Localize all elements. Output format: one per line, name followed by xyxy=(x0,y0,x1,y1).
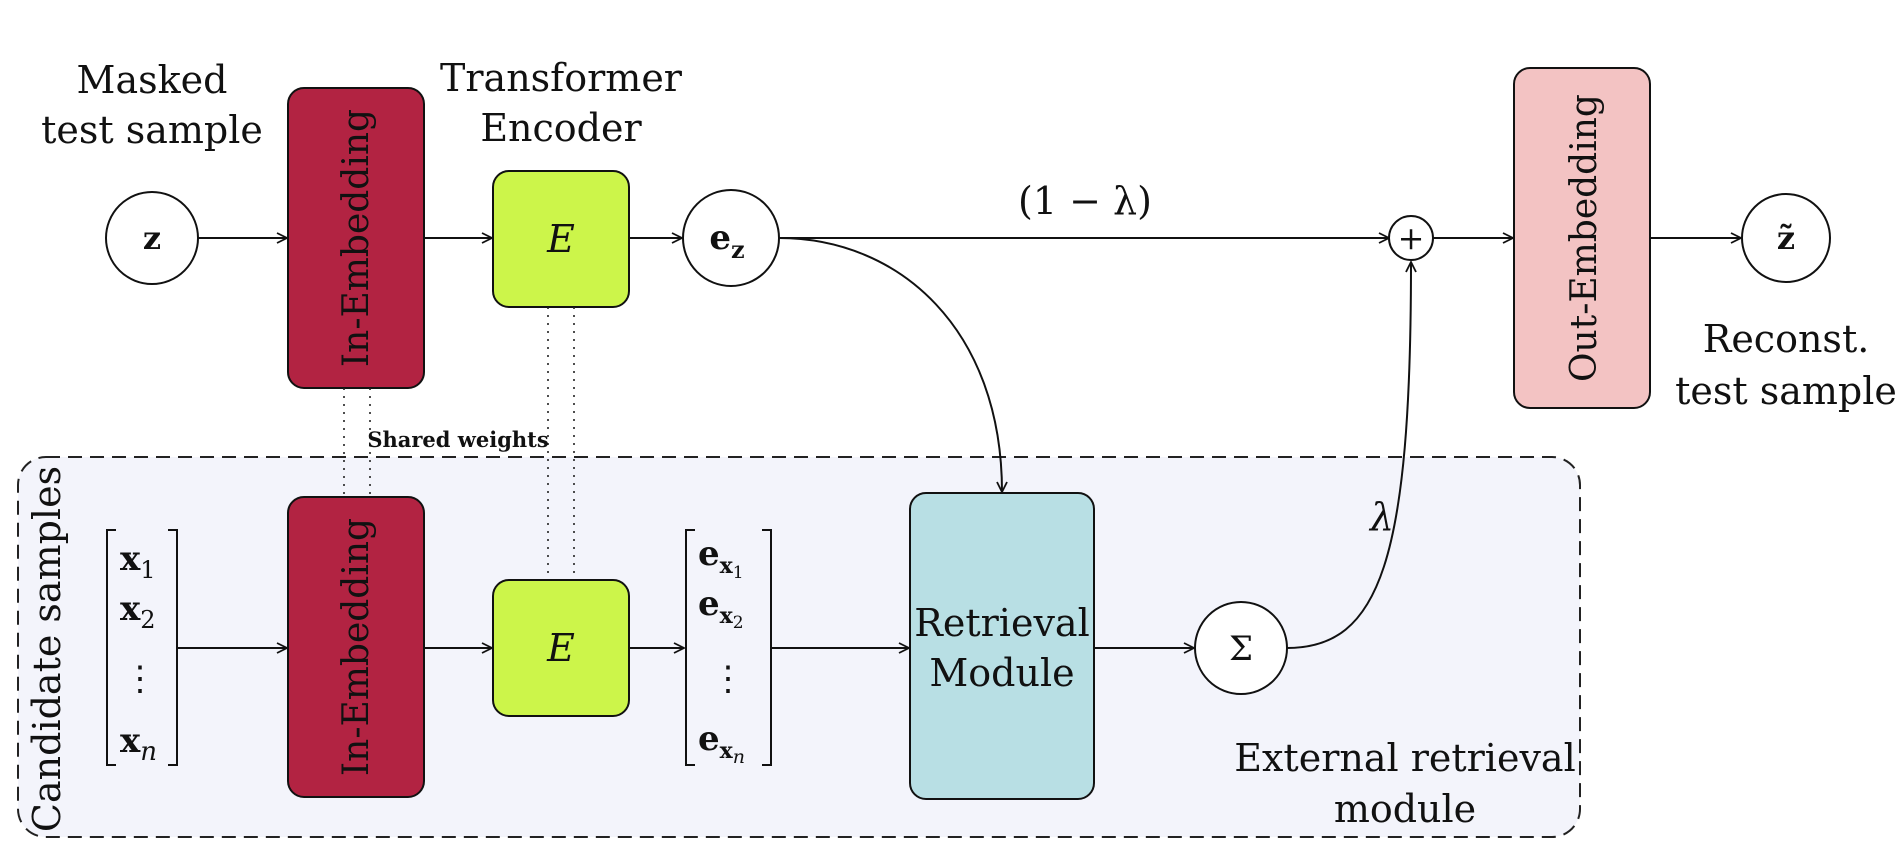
masked-label-line2: test sample xyxy=(41,108,263,152)
retrieval-module-label-line2: Module xyxy=(929,651,1074,695)
embedding-exn: exn xyxy=(698,719,745,768)
external-label-line1: External retrieval xyxy=(1234,736,1575,780)
lambda-label: λ xyxy=(1368,495,1394,539)
transformer-label-line1: Transformer xyxy=(440,56,683,100)
candidate-x2: x2 xyxy=(120,589,156,634)
encoder-top-label: E xyxy=(546,217,575,261)
candidate-samples-label: Candidate samples xyxy=(25,466,69,832)
plus-node-label: + xyxy=(1398,219,1425,257)
reconst-label-line1: Reconst. xyxy=(1703,317,1870,361)
out-embedding-label: Out-Embedding xyxy=(1564,94,1605,382)
candidate-vdots: ⋮ xyxy=(123,659,157,699)
embedding-vdots: ⋮ xyxy=(711,659,745,699)
external-label-line2: module xyxy=(1334,787,1476,831)
embedding-vector-left-bracket xyxy=(685,529,695,766)
retrieval-module-block xyxy=(909,492,1095,800)
arrow-sigma-to-plus xyxy=(1286,262,1411,649)
candidate-vector: x1 x2 ⋮ xn xyxy=(106,529,178,767)
ez-node-label: ez xyxy=(709,218,744,264)
in-embedding-top-label: In-Embedding xyxy=(336,109,377,367)
z-tilde-node xyxy=(1741,193,1831,283)
embedding-vector: ex1 ex2 ⋮ exn xyxy=(685,529,772,768)
sigma-node-label: Σ xyxy=(1229,629,1253,669)
embedding-ex2: ex2 xyxy=(698,584,744,633)
z-node-label: z xyxy=(143,219,161,257)
shared-weights-label: Shared weights xyxy=(367,427,548,452)
reconst-label-line2: test sample xyxy=(1675,369,1896,413)
candidate-vector-left-bracket xyxy=(106,529,116,766)
one-minus-lambda-label: (1 − λ) xyxy=(1018,179,1152,223)
arrow-ez-to-retrieval xyxy=(778,237,1002,492)
z-tilde-label: z̃ xyxy=(1777,219,1795,257)
encoder-bottom-label: E xyxy=(546,626,575,670)
retrieval-module-label-line1: Retrieval xyxy=(914,601,1089,645)
embedding-ex1: ex1 xyxy=(698,534,744,583)
candidate-xn: xn xyxy=(120,721,157,767)
transformer-label-line2: Encoder xyxy=(480,106,642,150)
in-embedding-bottom-label: In-Embedding xyxy=(336,518,377,776)
candidate-x1: x1 xyxy=(120,539,156,584)
masked-label-line1: Masked xyxy=(77,58,228,102)
